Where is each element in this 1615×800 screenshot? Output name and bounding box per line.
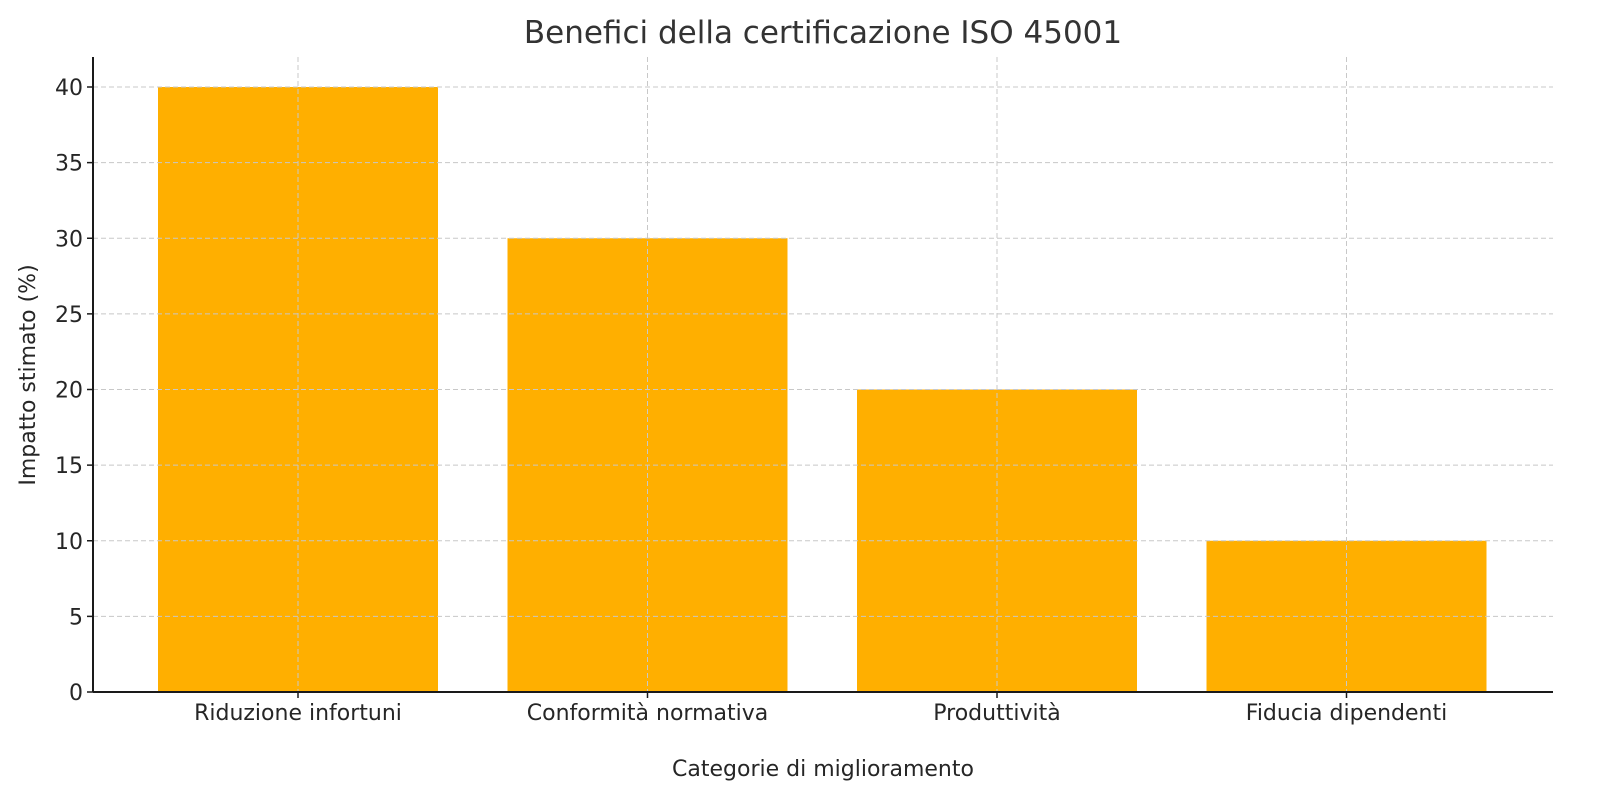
y-axis-label: Impatto stimato (%) (16, 264, 41, 485)
y-tick-label: 10 (55, 530, 83, 555)
y-tick-label: 0 (69, 681, 83, 706)
gridlines (93, 57, 1553, 692)
y-tick-label: 20 (55, 379, 83, 404)
x-tick-label: Riduzione infortuni (194, 701, 402, 726)
x-tick-label: Produttività (933, 701, 1060, 726)
x-tick-label: Conformità normativa (527, 701, 768, 726)
y-tick-label: 30 (55, 227, 83, 252)
y-tick-label: 25 (55, 303, 83, 328)
x-axis-label: Categorie di miglioramento (672, 757, 974, 782)
y-tick-label: 40 (55, 76, 83, 101)
x-axis-ticks: Riduzione infortuni Conformità normativa P… (194, 692, 1447, 726)
x-tick-label: Fiducia dipendenti (1246, 701, 1447, 726)
y-tick-label: 5 (69, 605, 83, 630)
chart-title: Benefici della certificazione ISO 45001 (524, 15, 1122, 51)
y-tick-label: 35 (55, 152, 83, 177)
y-axis-ticks: 0 5 10 15 20 25 30 35 40 (55, 76, 93, 706)
y-tick-label: 15 (55, 454, 83, 479)
